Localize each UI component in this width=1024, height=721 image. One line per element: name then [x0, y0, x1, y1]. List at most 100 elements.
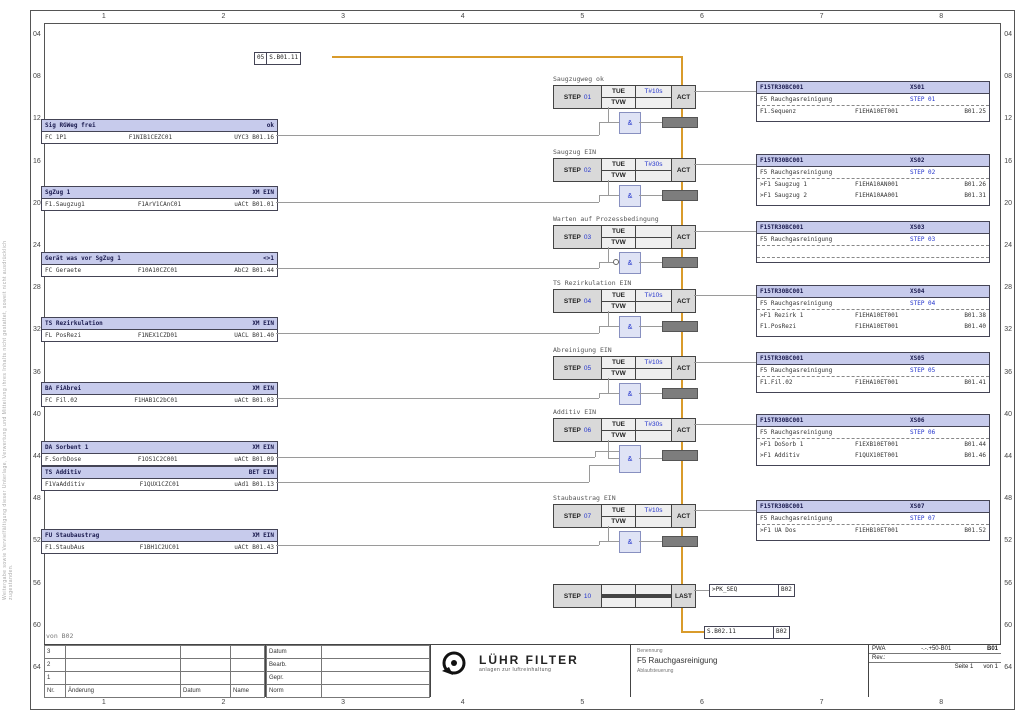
step-keyword: STEP	[563, 426, 581, 434]
step-label: Additiv EIN	[553, 408, 597, 416]
action-step: STEP 01	[910, 96, 936, 103]
step-cell: STEP 03	[554, 226, 602, 248]
gate-output-wire	[639, 122, 662, 123]
action-subheader: F5 Rauchgasreinigung STEP 01	[757, 94, 989, 106]
sequence-reference: >PK_SEQ B02	[709, 584, 795, 597]
column-number: 8	[939, 13, 944, 20]
drawing-area: 05 S.B01.11 Saugzugweg ok STEP 01 TUE TVW T#10s…	[41, 23, 1001, 697]
action-row-ref: B01.25	[964, 108, 986, 115]
transition-bar	[662, 450, 698, 461]
action-row-device: F1EHA10ET001	[855, 312, 899, 319]
step-label: Saugzug EIN	[553, 148, 597, 156]
tue-label: TUE	[602, 290, 635, 302]
action-row-ref: B01.41	[964, 379, 986, 386]
transition-bar	[662, 117, 698, 128]
condition-name: Sig RGWeg frei	[45, 122, 96, 129]
document-title-block: Benennung F5 Rauchgasreinigung Ablaufste…	[631, 645, 869, 697]
and-gate: &	[619, 531, 641, 553]
condition-device: F1NEX1CZD01	[137, 332, 178, 339]
step-keyword: STEP	[563, 512, 581, 520]
action-block: F15TR30BC001 XS05 F5 Rauchgasreinigung STEP…	[756, 352, 990, 393]
column-number: 8	[939, 699, 944, 706]
sequence-ref-page: B02	[781, 586, 792, 593]
action-row-device: F1QUX10ET001	[855, 452, 899, 459]
act-cell: ACT	[676, 233, 691, 241]
action-row-ref: B01.26	[964, 181, 986, 188]
action-step: STEP 05	[910, 367, 936, 374]
action-connector: XS03	[910, 224, 925, 231]
step-cell: STEP 02	[554, 159, 602, 181]
time-empty	[636, 238, 671, 248]
time-cell: T#10s	[636, 357, 672, 379]
sign-value	[321, 684, 430, 698]
column-number: 6	[699, 699, 704, 706]
tue-label: TUE	[602, 505, 635, 517]
row-mark: 12	[33, 115, 41, 123]
condition-wire	[276, 545, 599, 546]
action-device: F15TR30BC001	[760, 84, 804, 91]
condition-box: Gerät was vor SgZug 1 <>1 FC Geraete F10A10…	[41, 252, 278, 277]
sheet-code: B01	[986, 646, 998, 652]
row-mark: 16	[33, 157, 41, 165]
tue-tvw-cell: TUE TVW	[602, 86, 636, 108]
step-keyword: STEP	[563, 592, 581, 600]
time-value: T#10s	[636, 290, 671, 302]
last-middle-cell	[602, 585, 636, 607]
page-number: Seite 1	[954, 664, 974, 670]
condition-state: XM EIN	[252, 320, 274, 327]
column-number: 1	[101, 699, 106, 706]
sheet-info-block: PWA -.-.+50-B01 B01 Rev.: Seite 1 von 1	[869, 645, 1001, 697]
step-keyword: STEP	[563, 364, 581, 372]
tue-label: TUE	[602, 159, 635, 171]
step-number: 10	[583, 592, 592, 600]
step-number: 03	[583, 233, 592, 241]
tue-label: TUE	[602, 419, 635, 431]
step-number: 05	[583, 364, 592, 372]
condition-device: F1QUX1CZC01	[139, 481, 180, 488]
gate-output-wire	[639, 458, 662, 459]
start-reference: 05 S.B01.11	[254, 52, 302, 65]
condition-device: F1OS1C2C001	[137, 456, 178, 463]
time-cell: T#10s	[636, 86, 672, 108]
action-bottom-pad	[757, 332, 989, 336]
time-empty	[636, 302, 671, 312]
tue-tvw-cell: TUE TVW	[602, 226, 636, 248]
condition-ref: uACt B01.01	[234, 201, 274, 208]
condition-box: TS Additiv BET EIN F1VaAdditiv F1QUX1CZC01 u…	[41, 466, 278, 491]
time-value: T#10s	[636, 86, 671, 98]
action-header: F15TR30BC001 XS05	[757, 353, 989, 365]
action-step: STEP 06	[910, 429, 936, 436]
action-device: F15TR30BC001	[760, 157, 804, 164]
action-block: F15TR30BC001 XS06 F5 Rauchgasreinigung STEP…	[756, 414, 990, 466]
condition-ref: uACt B01.43	[234, 544, 274, 551]
sign-label: Bearb.	[266, 658, 322, 672]
action-block: F15TR30BC001 XS03 F5 Rauchgasreinigung STEP…	[756, 221, 990, 263]
step-cell: STEP 01	[554, 86, 602, 108]
condition-wire	[599, 195, 619, 196]
condition-wire	[589, 465, 619, 466]
row-mark: 16	[1004, 157, 1012, 165]
step-block: STEP 05 TUE TVW T#10s ACT	[553, 356, 696, 380]
condition-device: F1ArV1CAnC01	[137, 201, 182, 208]
condition-ref: uACt B01.03	[234, 397, 274, 404]
gate-output-wire	[639, 541, 662, 542]
step-label: Abreinigung EIN	[553, 346, 612, 354]
condition-header: TS Rezirkulation XM EIN	[42, 318, 277, 330]
condition-detail: FC Geraete F10A10CZC01 AbC2 B01.44	[42, 265, 277, 276]
rev-number: 1	[44, 671, 66, 685]
column-number: 5	[580, 699, 585, 706]
rev-nr-label: Nr.	[44, 684, 66, 698]
condition-name: DA Sorbent 1	[45, 444, 89, 451]
action-row-name: >F1 Rezirk 1	[760, 312, 804, 319]
page-title: F5 Rauchgasreinigung	[637, 656, 718, 665]
row-mark: 28	[33, 284, 41, 292]
action-subheader: F5 Rauchgasreinigung STEP 05	[757, 365, 989, 377]
condition-tag: F.SorbDose	[45, 456, 82, 463]
row-mark: 32	[1004, 326, 1012, 334]
condition-tag: FC Geraete	[45, 267, 82, 274]
condition-header: DA Sorbent 1 XM EIN	[42, 442, 277, 454]
condition-wire	[276, 457, 595, 458]
rev-number: 2	[44, 658, 66, 672]
action-step: STEP 03	[910, 236, 936, 243]
action-connector: XS04	[910, 288, 925, 295]
